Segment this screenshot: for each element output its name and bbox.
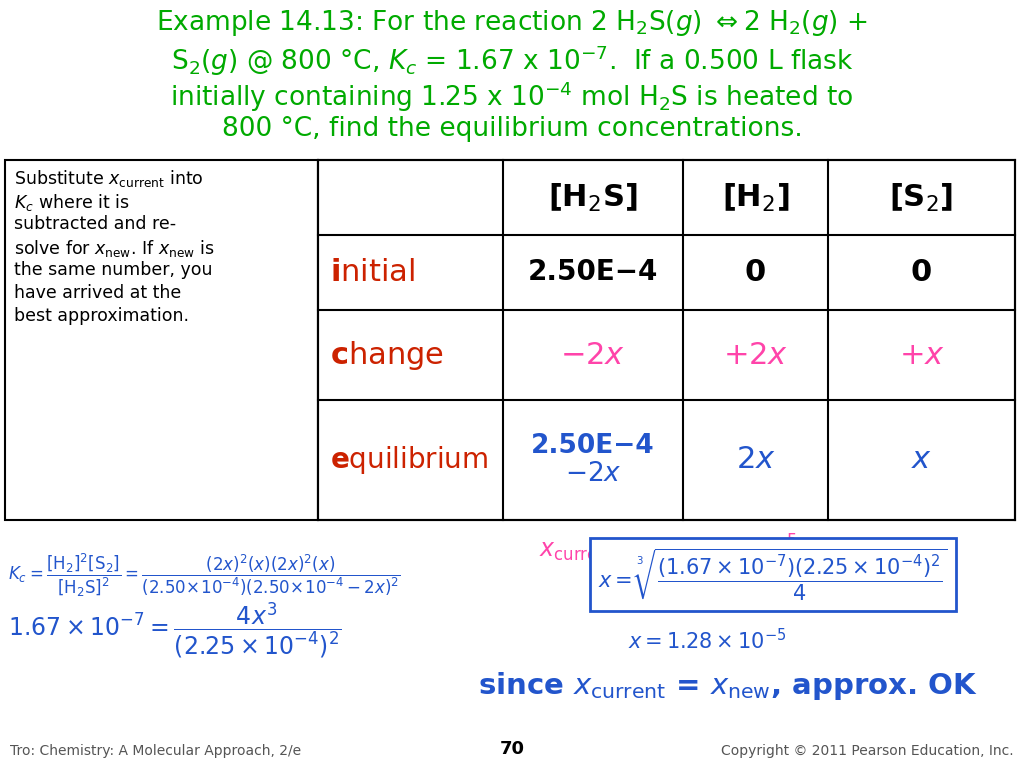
Bar bbox=[318, 160, 1015, 520]
Text: have arrived at the: have arrived at the bbox=[14, 284, 181, 302]
Text: $-2x$: $-2x$ bbox=[564, 461, 622, 487]
Text: $x_{\mathrm{current}}$ = 1.27 x 10$^{-5}$: $x_{\mathrm{current}}$ = 1.27 x 10$^{-5}… bbox=[539, 533, 798, 564]
Text: 0: 0 bbox=[744, 258, 766, 287]
Text: S$_2$($g$) @ 800 °C, $K_c$ = 1.67 x 10$^{-7}$.  If a 0.500 L flask: S$_2$($g$) @ 800 °C, $K_c$ = 1.67 x 10$^… bbox=[171, 44, 853, 78]
Text: $\mathbf{e}$quilibrium: $\mathbf{e}$quilibrium bbox=[330, 444, 488, 476]
Text: $\mathbf{c}$hange: $\mathbf{c}$hange bbox=[330, 339, 444, 372]
Text: Tro: Chemistry: A Molecular Approach, 2/e: Tro: Chemistry: A Molecular Approach, 2/… bbox=[10, 744, 301, 758]
Text: subtracted and re-: subtracted and re- bbox=[14, 215, 176, 233]
Text: [S$_2$]: [S$_2$] bbox=[890, 181, 953, 214]
Text: $x$: $x$ bbox=[911, 445, 932, 475]
Text: $x = \sqrt[3]{\dfrac{(1.67\times10^{-7})(2.25\times10^{-4})^2}{4}}$: $x = \sqrt[3]{\dfrac{(1.67\times10^{-7})… bbox=[598, 546, 948, 603]
Text: $K_c = \dfrac{[\mathrm{H_2}]^2[\mathrm{S_2}]}{[\mathrm{H_2S}]^2}$$= \dfrac{(2x)^: $K_c = \dfrac{[\mathrm{H_2}]^2[\mathrm{S… bbox=[8, 552, 400, 599]
Text: [H$_2$S]: [H$_2$S] bbox=[548, 181, 638, 214]
Text: Substitute $x_{\mathrm{current}}$ into: Substitute $x_{\mathrm{current}}$ into bbox=[14, 168, 204, 189]
Text: 2.50E−4: 2.50E−4 bbox=[527, 259, 658, 286]
Text: $+x$: $+x$ bbox=[899, 340, 944, 369]
Bar bbox=[5, 160, 318, 520]
Text: Copyright © 2011 Pearson Education, Inc.: Copyright © 2011 Pearson Education, Inc. bbox=[721, 744, 1014, 758]
Text: $1.67\times10^{-7} = \dfrac{4x^3}{(2.25\times10^{-4})^2}$: $1.67\times10^{-7} = \dfrac{4x^3}{(2.25\… bbox=[8, 600, 342, 660]
Text: $x = 1.28\times10^{-5}$: $x = 1.28\times10^{-5}$ bbox=[628, 628, 786, 654]
Text: [H$_2$]: [H$_2$] bbox=[722, 181, 790, 214]
Text: the same number, you: the same number, you bbox=[14, 261, 213, 279]
Text: 0: 0 bbox=[911, 258, 932, 287]
Text: Example 14.13: For the reaction 2 H$_2$S($g$) $\Leftrightarrow$2 H$_2$($g$) +: Example 14.13: For the reaction 2 H$_2$S… bbox=[156, 8, 868, 38]
Text: since $x_{\mathrm{current}}$ = $x_{\mathrm{new}}$, approx. OK: since $x_{\mathrm{current}}$ = $x_{\math… bbox=[478, 670, 978, 702]
Text: initially containing 1.25 x 10$^{-4}$ mol H$_2$S is heated to: initially containing 1.25 x 10$^{-4}$ mo… bbox=[170, 80, 854, 114]
Text: $\mathbf{i}$nitial: $\mathbf{i}$nitial bbox=[330, 258, 415, 287]
Text: 800 °C, find the equilibrium concentrations.: 800 °C, find the equilibrium concentrati… bbox=[221, 116, 803, 142]
Text: 2.50E−4: 2.50E−4 bbox=[531, 433, 654, 459]
Text: $+2x$: $+2x$ bbox=[723, 340, 788, 369]
Text: $K_c$ where it is: $K_c$ where it is bbox=[14, 192, 130, 213]
Text: best approximation.: best approximation. bbox=[14, 307, 189, 325]
Text: $2x$: $2x$ bbox=[735, 445, 775, 475]
Text: 70: 70 bbox=[500, 740, 524, 758]
Text: solve for $x_{\mathrm{new}}$. If $x_{\mathrm{new}}$ is: solve for $x_{\mathrm{new}}$. If $x_{\ma… bbox=[14, 238, 215, 259]
Text: $-2x$: $-2x$ bbox=[560, 340, 626, 369]
